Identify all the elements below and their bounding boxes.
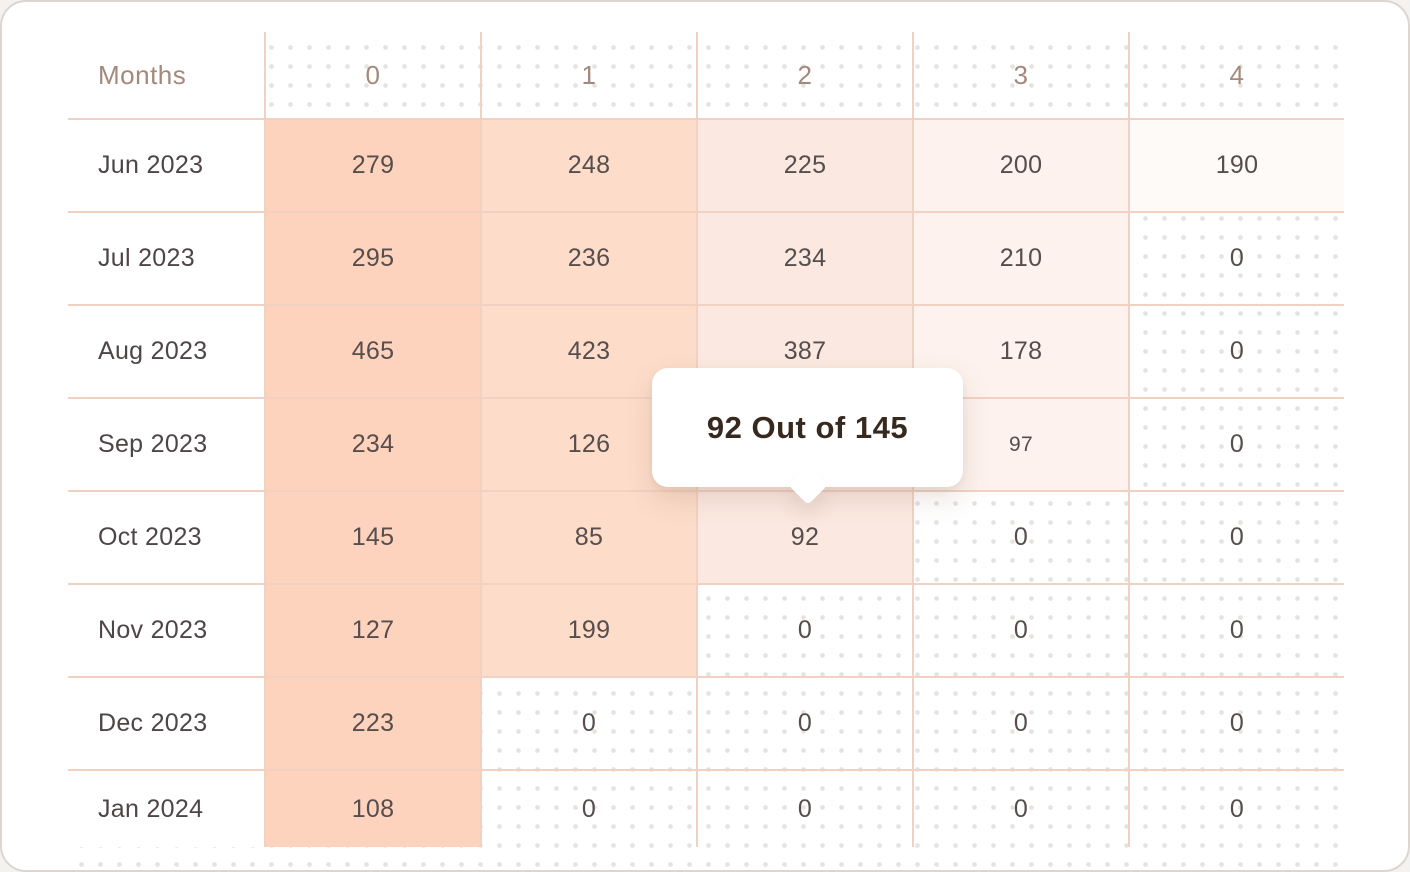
column-header: 1 (480, 32, 696, 118)
data-cell[interactable]: 0 (1128, 771, 1344, 847)
data-cell[interactable]: 0 (1128, 492, 1344, 583)
column-header: 4 (1128, 32, 1344, 118)
data-cell[interactable]: 0 (696, 585, 912, 676)
data-cell[interactable]: 108 (264, 771, 480, 847)
data-cell[interactable]: 0 (912, 492, 1128, 583)
data-cell[interactable]: 248 (480, 120, 696, 211)
data-cell[interactable]: 210 (912, 213, 1128, 304)
table-row: Jul 2023 295 236 234 210 0 (68, 211, 1344, 304)
data-cell[interactable]: 0 (696, 678, 912, 769)
months-column-header: Months (68, 32, 264, 118)
data-cell[interactable]: 85 (480, 492, 696, 583)
data-cell[interactable]: 200 (912, 120, 1128, 211)
table-row: Jan 2024 108 0 0 0 0 (68, 769, 1344, 847)
table-row: Oct 2023 145 85 92 0 0 (68, 490, 1344, 583)
row-label: Jan 2024 (68, 771, 264, 847)
data-cell[interactable]: 0 (912, 771, 1128, 847)
data-cell[interactable]: 0 (480, 678, 696, 769)
data-cell[interactable]: 0 (1128, 678, 1344, 769)
data-cell[interactable]: 0 (912, 585, 1128, 676)
data-cell[interactable]: 0 (696, 771, 912, 847)
column-header: 0 (264, 32, 480, 118)
data-cell[interactable]: 0 (912, 678, 1128, 769)
data-cell[interactable]: 465 (264, 306, 480, 397)
tooltip: 92 Out of 145 (652, 368, 963, 487)
row-label: Jul 2023 (68, 213, 264, 304)
data-cell[interactable]: 190 (1128, 120, 1344, 211)
data-cell[interactable]: 0 (1128, 585, 1344, 676)
row-label: Jun 2023 (68, 120, 264, 211)
data-cell[interactable]: 223 (264, 678, 480, 769)
row-label: Oct 2023 (68, 492, 264, 583)
data-cell[interactable]: 234 (696, 213, 912, 304)
row-label: Aug 2023 (68, 306, 264, 397)
data-cell[interactable]: 236 (480, 213, 696, 304)
data-cell[interactable]: 0 (480, 771, 696, 847)
data-cell[interactable]: 234 (264, 399, 480, 490)
table-row: Jun 2023 279 248 225 200 190 (68, 118, 1344, 211)
data-cell[interactable]: 145 (264, 492, 480, 583)
data-cell[interactable]: 0 (1128, 306, 1344, 397)
tooltip-text: 92 Out of 145 (706, 409, 909, 445)
data-cell[interactable]: 199 (480, 585, 696, 676)
table-row: Dec 2023 223 0 0 0 0 (68, 676, 1344, 769)
data-cell[interactable]: 127 (264, 585, 480, 676)
row-label: Sep 2023 (68, 399, 264, 490)
column-header: 2 (696, 32, 912, 118)
data-cell[interactable]: 92 (696, 492, 912, 583)
data-cell[interactable]: 0 (1128, 399, 1344, 490)
row-label: Nov 2023 (68, 585, 264, 676)
column-header: 3 (912, 32, 1128, 118)
table-row: Aug 2023 465 423 387 178 0 (68, 304, 1344, 397)
row-label: Dec 2023 (68, 678, 264, 769)
data-cell[interactable]: 279 (264, 120, 480, 211)
data-cell[interactable]: 0 (1128, 213, 1344, 304)
data-cell[interactable]: 225 (696, 120, 912, 211)
data-cell[interactable]: 295 (264, 213, 480, 304)
table-row: Nov 2023 127 199 0 0 0 (68, 583, 1344, 676)
